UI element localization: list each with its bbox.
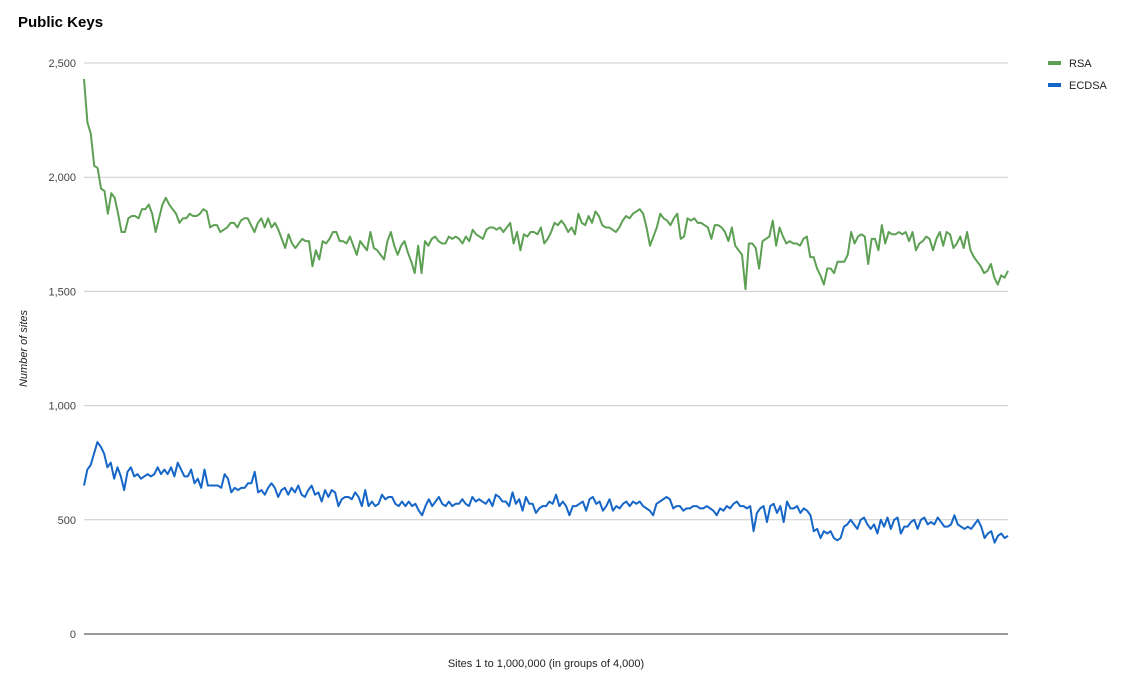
y-tick-label: 1,500 — [48, 286, 76, 298]
y-axis-title: Number of sites — [18, 309, 30, 387]
y-tick-label: 1,000 — [48, 401, 76, 413]
legend-label-ecdsa: ECDSA — [1069, 80, 1108, 92]
y-tick-label: 2,500 — [48, 58, 76, 70]
legend: RSA ECDSA — [1048, 58, 1108, 92]
gridlines — [84, 62, 1008, 521]
series-line-ecdsa — [83, 441, 1009, 544]
y-axis-ticks: 0 500 1,000 1,500 2,000 2,500 — [48, 58, 76, 641]
series-line-rsa — [83, 78, 1009, 291]
chart-title: Public Keys — [18, 14, 104, 31]
y-tick-label: 500 — [58, 515, 76, 527]
y-tick-label: 0 — [70, 629, 76, 641]
legend-label-rsa: RSA — [1069, 58, 1092, 70]
y-tick-label: 2,000 — [48, 172, 76, 184]
series-lines — [83, 78, 1009, 544]
x-axis-title: Sites 1 to 1,000,000 (in groups of 4,000… — [448, 658, 644, 670]
